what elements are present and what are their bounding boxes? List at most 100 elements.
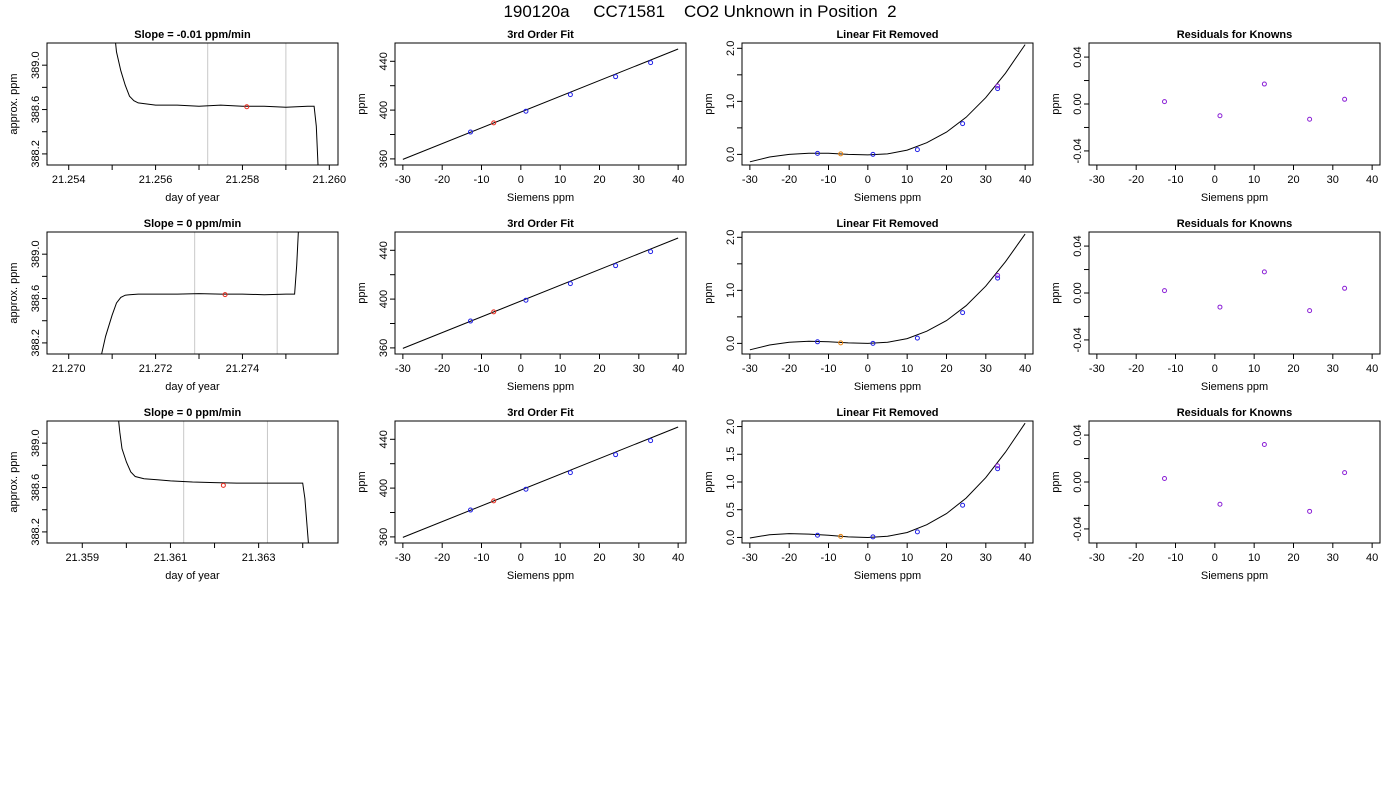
x-tick-label: 20 <box>1287 552 1299 564</box>
y-tick-label: 389.0 <box>30 51 42 79</box>
plot-area <box>1162 81 1348 122</box>
x-tick-label: 10 <box>901 363 913 375</box>
data-point <box>1307 308 1313 314</box>
data-point <box>648 60 654 66</box>
panel-title: Linear Fit Removed <box>836 407 938 419</box>
x-axis-label: day of year <box>165 381 220 393</box>
data-point <box>1162 99 1168 105</box>
x-tick-label: 10 <box>554 552 566 564</box>
plot-frame <box>1088 42 1381 166</box>
data-point <box>523 297 529 303</box>
x-tick-label: 21.270 <box>52 363 86 375</box>
x-tick-label: -20 <box>781 363 797 375</box>
y-tick-label: 400 <box>378 290 390 308</box>
x-tick-label: -30 <box>742 552 758 564</box>
x-tick-label: 21.274 <box>226 363 260 375</box>
chart-panel: Slope = 0 ppm/min 21.359 21.361 21.363 388.2… <box>8 407 339 582</box>
y-tick-label: 400 <box>378 479 390 497</box>
x-tick-label: 30 <box>1327 552 1339 564</box>
y-tick-label: 2.0 <box>725 230 737 245</box>
chart-panel: Residuals for Knowns -30 -20 -10 0 10 20 30 40 -0… <box>1050 407 1381 582</box>
fit-line <box>402 48 679 160</box>
data-point <box>1261 441 1267 447</box>
y-tick-label: 1.0 <box>725 283 737 298</box>
x-axis-label: Siemens ppm <box>1201 381 1268 393</box>
plot-area <box>115 43 319 165</box>
x-tick-label: 20 <box>593 363 605 375</box>
x-tick-label: -10 <box>821 363 837 375</box>
data-point <box>1261 269 1267 275</box>
data-point <box>838 151 844 157</box>
plot-frame <box>741 231 1034 355</box>
x-tick-label: -10 <box>474 552 490 564</box>
panel-title: Slope = 0 ppm/min <box>144 218 242 230</box>
data-point <box>914 529 920 535</box>
chart-panel: Residuals for Knowns -30 -20 -10 0 10 20 30 40 -0… <box>1050 218 1381 393</box>
y-axis-label: approx. ppm <box>8 73 20 134</box>
chart-panel: Linear Fit Removed -30 -20 -10 0 10 20 30 40 0.0 1… <box>703 29 1034 204</box>
x-axis-label: Siemens ppm <box>1201 570 1268 582</box>
y-tick-label: -0.04 <box>1072 516 1084 541</box>
x-tick-label: -20 <box>434 363 450 375</box>
x-tick-label: 30 <box>1327 174 1339 186</box>
y-tick-label: 1.0 <box>725 94 737 109</box>
x-tick-label: 21.363 <box>242 552 276 564</box>
data-point <box>870 534 876 540</box>
data-point <box>960 121 966 127</box>
plot-area <box>749 233 1026 351</box>
data-point <box>815 532 821 538</box>
plot-frame <box>394 420 687 544</box>
x-tick-label: 30 <box>1327 363 1339 375</box>
y-tick-label: 388.6 <box>30 474 42 502</box>
x-tick-label: 21.359 <box>65 552 99 564</box>
x-tick-label: 20 <box>940 174 952 186</box>
x-tick-label: 10 <box>554 174 566 186</box>
x-tick-label: 21.272 <box>139 363 173 375</box>
x-tick-label: 0 <box>1212 363 1218 375</box>
x-axis-label: Siemens ppm <box>507 381 574 393</box>
y-tick-label: 1.0 <box>725 474 737 489</box>
trace-line <box>118 421 309 543</box>
y-tick-label: 0.04 <box>1072 46 1084 67</box>
y-tick-label: 0.0 <box>725 147 737 162</box>
x-tick-label: 20 <box>593 174 605 186</box>
y-axis-label: ppm <box>1050 93 1062 114</box>
data-point <box>648 438 654 444</box>
plot-frame <box>46 231 339 355</box>
y-tick-label: 0.04 <box>1072 235 1084 256</box>
x-tick-label: 40 <box>1366 174 1378 186</box>
data-point <box>960 310 966 316</box>
data-point <box>222 292 228 298</box>
data-point <box>1217 501 1223 507</box>
data-point <box>613 263 619 269</box>
x-tick-label: -10 <box>1168 174 1184 186</box>
y-tick-label: 360 <box>378 339 390 357</box>
chart-panel: 3rd Order Fit -30 -20 -10 0 10 20 30 40 360 400 440… <box>356 407 687 582</box>
y-axis-label: ppm <box>356 93 368 114</box>
plot-area <box>118 421 309 543</box>
x-tick-label: -20 <box>434 552 450 564</box>
y-tick-label: 0.5 <box>725 502 737 517</box>
y-axis-label: ppm <box>1050 282 1062 303</box>
x-tick-label: -30 <box>395 174 411 186</box>
y-tick-label: 360 <box>378 150 390 168</box>
data-point <box>914 335 920 341</box>
x-tick-label: 10 <box>1248 174 1260 186</box>
y-tick-label: 360 <box>378 528 390 546</box>
panel-title: 3rd Order Fit <box>507 218 574 230</box>
plot-area <box>749 44 1026 163</box>
data-point <box>491 120 497 126</box>
x-tick-label: 0 <box>1212 552 1218 564</box>
x-tick-label: -20 <box>434 174 450 186</box>
x-tick-label: -30 <box>1089 174 1105 186</box>
x-tick-label: 21.361 <box>154 552 188 564</box>
y-tick-label: 388.2 <box>30 329 42 357</box>
x-tick-label: -10 <box>474 363 490 375</box>
x-axis-label: day of year <box>165 192 220 204</box>
y-tick-label: 0.0 <box>725 336 737 351</box>
data-point <box>960 502 966 508</box>
y-axis-label: approx. ppm <box>8 451 20 512</box>
x-tick-label: -20 <box>781 174 797 186</box>
data-point <box>1217 113 1223 119</box>
plot-area <box>402 426 679 538</box>
